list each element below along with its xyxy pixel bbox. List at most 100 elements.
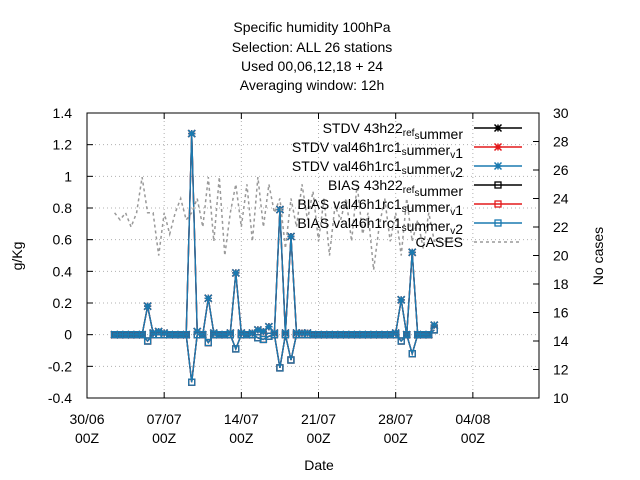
y2-tick-label: 30 <box>553 105 569 121</box>
data-point <box>188 378 196 386</box>
data-point <box>237 329 246 338</box>
data-point <box>430 321 439 330</box>
y2-tick-label: 22 <box>553 219 569 235</box>
axes: -0.4 -0.2 0 0.2 0.4 0.6 0.8 1 1.2 1.4 10 12 14 16 18 20… <box>48 105 569 446</box>
series-line <box>114 329 435 383</box>
data-point <box>276 364 284 372</box>
legend-marker <box>494 200 502 208</box>
x-axis-label: Date <box>304 457 334 473</box>
y2-tick-label: 14 <box>553 333 569 349</box>
data-point <box>149 329 158 338</box>
plot-frame <box>86 112 540 399</box>
x-tick-label: 14/07 <box>224 411 259 427</box>
series-6 <box>114 176 457 270</box>
legend-label: BIAS val46h1rc1summerv2 <box>297 215 463 237</box>
x-tick-label: 04/08 <box>455 411 490 427</box>
x-tick-label: 07/07 <box>147 411 182 427</box>
data-point <box>264 322 273 331</box>
x-tick-label: 21/07 <box>301 411 336 427</box>
data-point <box>292 329 301 338</box>
y2-tick-label: 12 <box>553 362 569 378</box>
data-point <box>408 248 417 257</box>
series-5 <box>110 326 438 386</box>
y2-tick-label: 18 <box>553 276 569 292</box>
y-axis-label: g/Kg <box>9 242 25 271</box>
y-tick-label: 0.2 <box>53 295 73 311</box>
data-point <box>392 331 400 339</box>
legend-label: STDV val46h1rc1summerv2 <box>292 158 463 180</box>
series-line <box>114 176 457 270</box>
data-point <box>281 329 290 338</box>
data-point <box>232 345 240 353</box>
data-point <box>226 329 235 338</box>
data-point <box>287 356 295 364</box>
data-point <box>270 329 279 338</box>
y2-tick-label: 10 <box>553 390 569 406</box>
y-tick-label: -0.2 <box>48 358 72 374</box>
data-point <box>204 338 212 347</box>
x-tick-sublabel: 00Z <box>384 430 409 446</box>
x-tick-sublabel: 00Z <box>461 430 486 446</box>
data-point <box>209 329 218 338</box>
data-point <box>110 330 119 339</box>
legend-item: STDV val46h1rc1summerv2 <box>292 158 522 180</box>
y-tick-label: 0.6 <box>53 232 73 248</box>
legend-item: STDV 43h22refsummer <box>323 120 522 142</box>
data-point <box>182 331 190 339</box>
legend-marker <box>494 181 502 189</box>
x-tick-sublabel: 00Z <box>306 430 331 446</box>
data-point <box>270 331 279 339</box>
x-tick-label: 28/07 <box>378 411 413 427</box>
y-tick-label: 1.4 <box>53 105 73 121</box>
data-point <box>187 129 196 138</box>
legend-marker <box>494 219 502 227</box>
grid-lines <box>87 113 539 398</box>
data-point <box>425 331 433 339</box>
data-point <box>391 329 400 338</box>
y2-tick-label: 16 <box>553 305 569 321</box>
legend-marker <box>493 161 503 171</box>
data-point <box>303 329 312 338</box>
y-tick-label: 1 <box>64 168 72 184</box>
title-line-3: Used 00,06,12,18 + 24 <box>241 58 383 74</box>
data-point <box>160 329 169 338</box>
y-tick-label: 0 <box>64 327 72 343</box>
y2-tick-label: 28 <box>553 134 569 150</box>
data-point <box>143 302 152 311</box>
y2-tick-label: 26 <box>553 162 569 178</box>
data-point <box>226 331 234 339</box>
chart-title: Specific humidity 100hPa Selection: ALL … <box>232 19 393 93</box>
data-point <box>281 331 290 339</box>
data-point <box>259 327 268 336</box>
plot-series <box>110 129 457 386</box>
data-point <box>408 350 416 358</box>
y2-tick-label: 20 <box>553 248 569 264</box>
data-point <box>143 337 152 345</box>
legend-item: BIAS val46h1rc1summerv1 <box>297 196 522 218</box>
legend-label: BIAS 43h22refsummer <box>328 177 463 199</box>
y-tick-label: 0.4 <box>53 263 73 279</box>
legend-item: STDV val46h1rc1summerv1 <box>292 139 522 161</box>
y2-axis-label: No cases <box>590 227 606 285</box>
legend-marker <box>493 123 503 133</box>
y-tick-label: -0.4 <box>48 390 72 406</box>
legend-marker <box>493 142 503 152</box>
legend-item: BIAS val46h1rc1summerv2 <box>297 215 522 237</box>
title-line-1: Specific humidity 100hPa <box>233 19 390 35</box>
y2-tick-label: 24 <box>553 191 569 207</box>
data-point <box>275 205 284 214</box>
x-tick-sublabel: 00Z <box>75 430 100 446</box>
data-point <box>297 329 307 338</box>
legend-item: CASES <box>416 234 522 250</box>
data-point <box>199 331 207 339</box>
data-point <box>403 331 411 339</box>
data-point <box>204 294 213 303</box>
data-point <box>397 295 406 304</box>
data-point <box>397 337 405 345</box>
legend-label: STDV 43h22refsummer <box>323 120 464 142</box>
legend-label: BIAS val46h1rc1summerv1 <box>297 196 463 218</box>
x-tick-sublabel: 00Z <box>152 430 177 446</box>
data-point <box>430 326 438 334</box>
title-line-2: Selection: ALL 26 stations <box>232 39 393 55</box>
